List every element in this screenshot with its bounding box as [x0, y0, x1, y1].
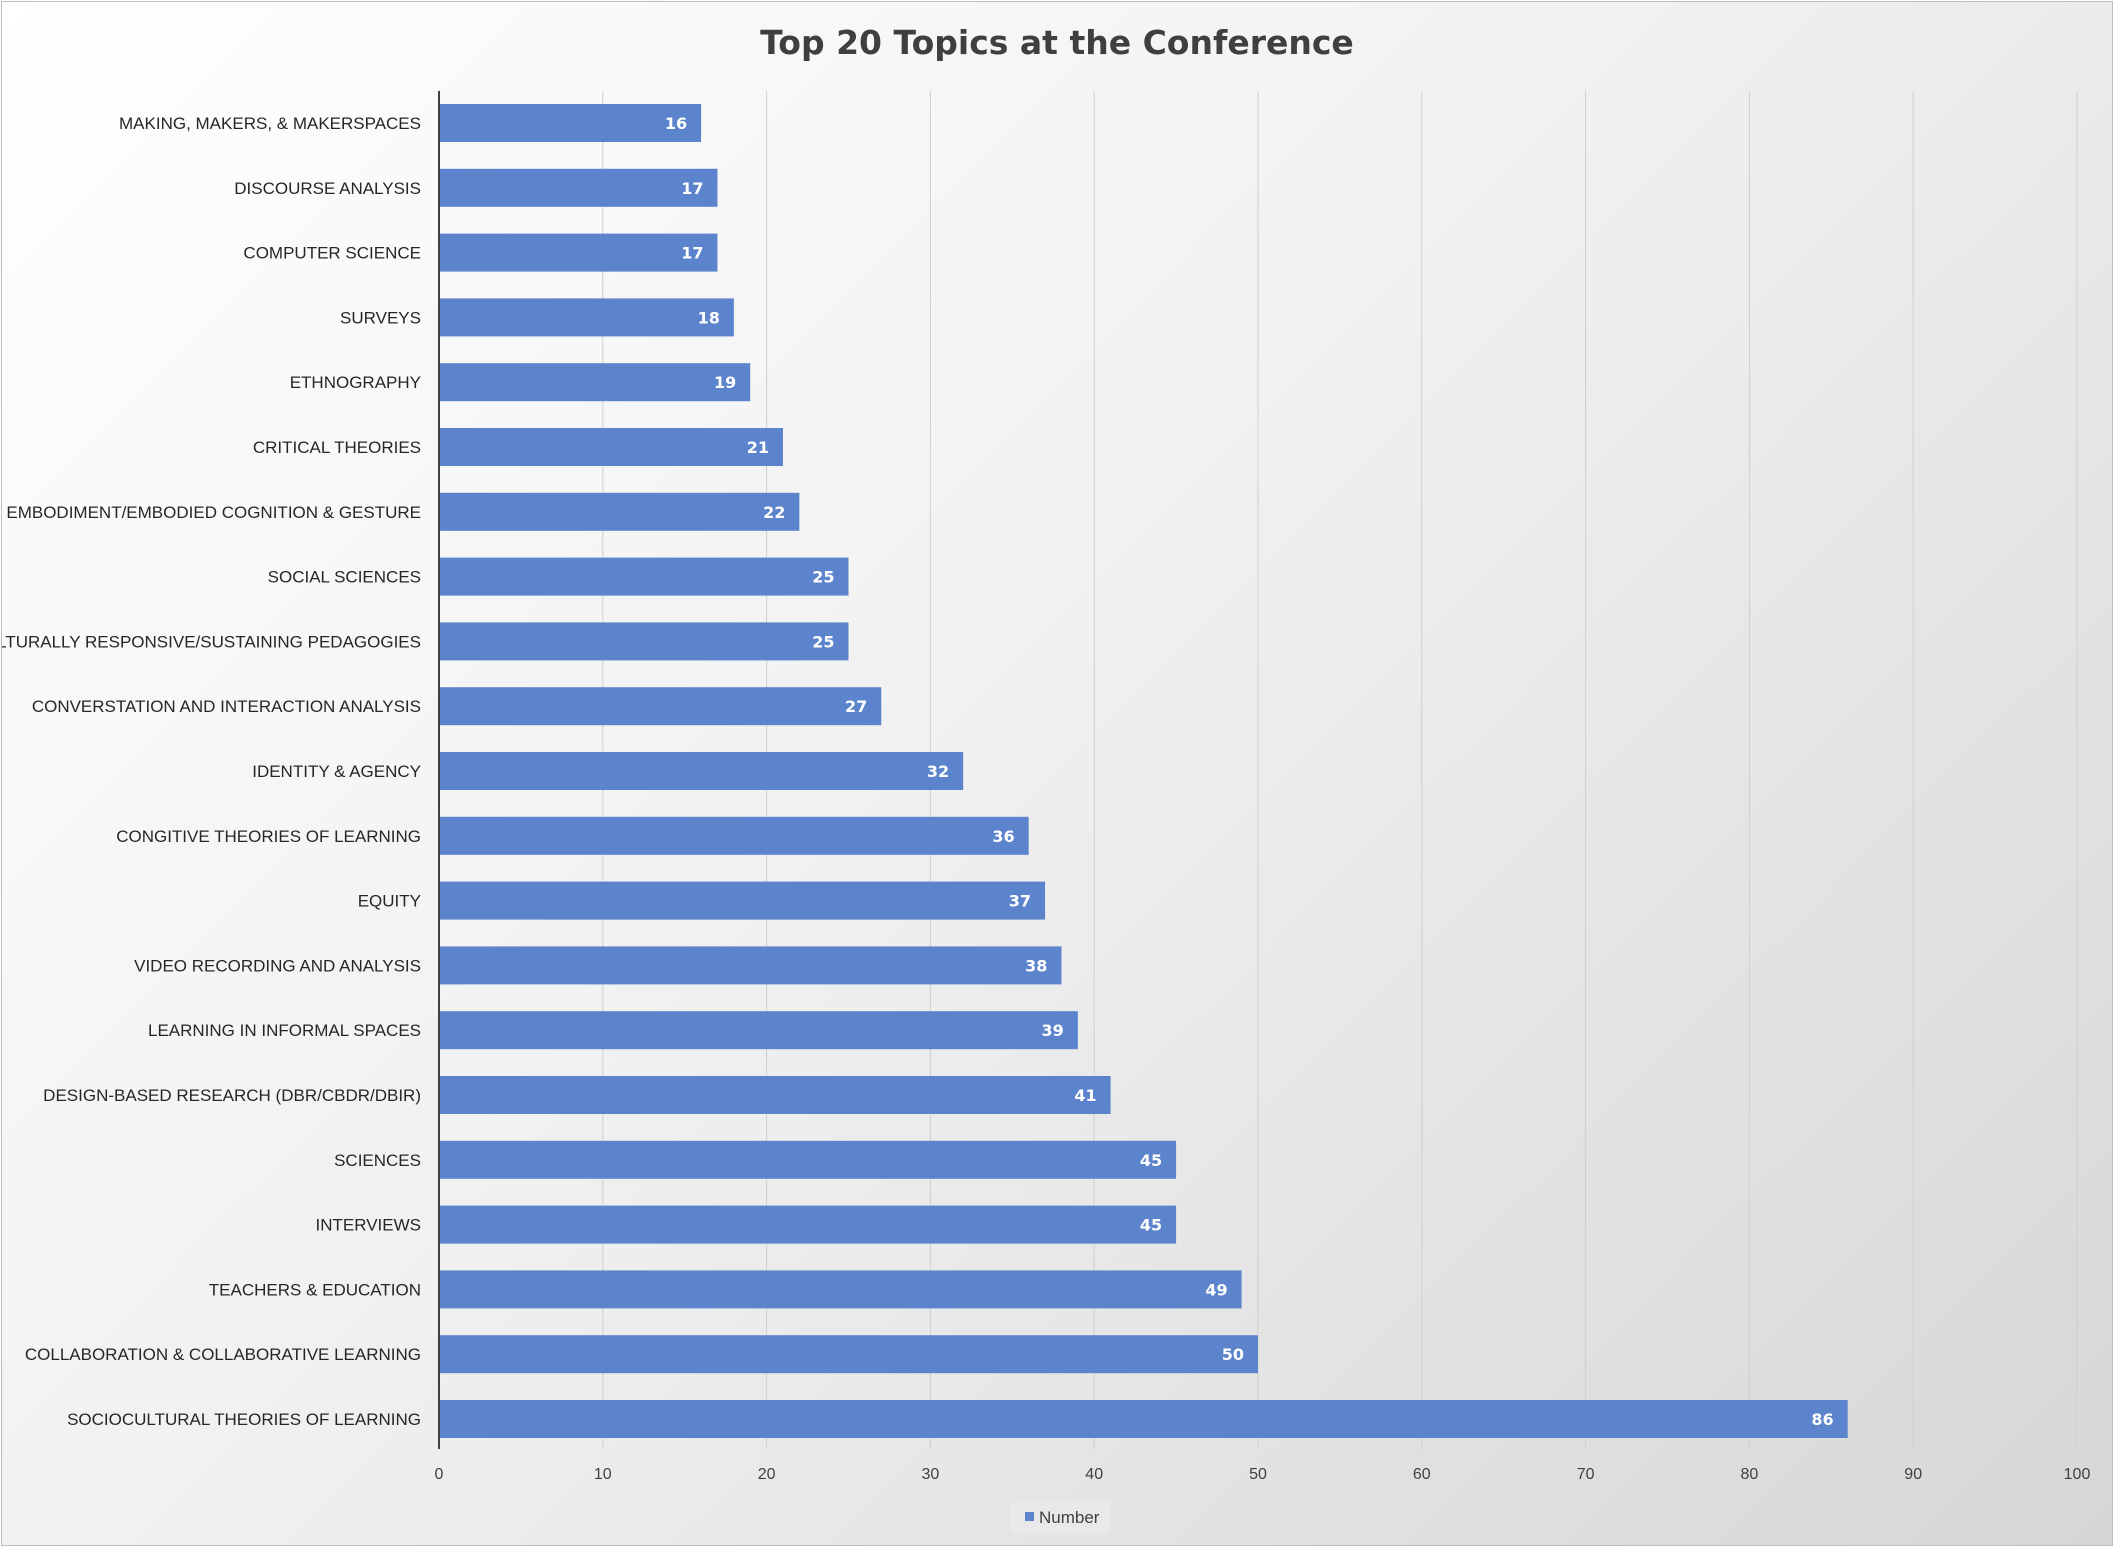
bar: [439, 1270, 1242, 1309]
data-label: 17: [681, 244, 703, 263]
category-label: CONVERSTATION AND INTERACTION ANALYSIS: [32, 697, 421, 716]
data-label: 38: [1025, 956, 1047, 975]
category-label: SOCIOCULTURAL THEORIES OF LEARNING: [67, 1410, 421, 1429]
bar: [439, 622, 849, 661]
bar: [439, 752, 964, 790]
data-label: 27: [845, 697, 867, 716]
tick-label: 90: [1904, 1466, 1922, 1483]
tick-label: 20: [758, 1466, 776, 1483]
data-label: 25: [812, 568, 834, 587]
bar: [439, 946, 1062, 985]
bar: [439, 363, 751, 402]
data-label: 19: [714, 373, 736, 392]
bar: [439, 557, 849, 596]
category-label: DISCOURSE ANALYSIS: [234, 179, 421, 198]
data-label: 18: [698, 308, 720, 327]
tick-label: 40: [1085, 1466, 1103, 1483]
category-label: COMPUTER SCIENCE: [243, 244, 421, 263]
tick-label: 10: [594, 1466, 612, 1483]
bar: [439, 233, 718, 272]
category-label: ETHNOGRAPHY: [290, 373, 421, 392]
chart-title: Top 20 Topics at the Conference: [760, 23, 1354, 62]
data-label: 49: [1205, 1280, 1227, 1299]
category-label: EQUITY: [358, 892, 421, 911]
bar: [439, 298, 734, 337]
category-label: CULTURALLY RESPONSIVE/SUSTAINING PEDAGOG…: [2, 632, 421, 651]
legend: Number: [1010, 1501, 1110, 1533]
data-label: 45: [1140, 1216, 1162, 1235]
tick-label: 50: [1249, 1466, 1267, 1483]
data-label: 36: [992, 827, 1014, 846]
data-label: 39: [1042, 1021, 1064, 1040]
gridlines: [602, 91, 2078, 1449]
data-label: 16: [665, 114, 687, 133]
data-label: 41: [1074, 1086, 1096, 1105]
category-label: SOCIAL SCIENCES: [268, 568, 421, 587]
bar: [439, 687, 882, 726]
bar: [439, 1140, 1177, 1179]
bar: [439, 1335, 1258, 1374]
category-label: COLLABORATION & COLLABORATIVE LEARNING: [25, 1345, 421, 1364]
legend-swatch: [1025, 1512, 1034, 1521]
category-label: TEACHERS & EDUCATION: [209, 1280, 421, 1299]
category-label: CRITICAL THEORIES: [253, 438, 421, 457]
bar: [439, 1011, 1078, 1050]
data-label: 86: [1811, 1410, 1833, 1429]
bars: 16 17 17 18 19 21 22 25 25 27 32 36 37 38 39 41 45 45 49 50…: [439, 104, 1848, 1438]
category-label: SCIENCES: [334, 1151, 421, 1170]
bar: [439, 816, 1029, 855]
category-label: CONGITIVE THEORIES OF LEARNING: [116, 827, 421, 846]
tick-label: 60: [1413, 1466, 1431, 1483]
bar: [439, 104, 702, 142]
data-label: 45: [1140, 1151, 1162, 1170]
bar: [439, 168, 718, 207]
bar: [439, 1400, 1848, 1438]
bar: [439, 1076, 1111, 1114]
data-label: 21: [747, 438, 769, 457]
category-label: MAKING, MAKERS, & MAKERSPACES: [119, 114, 421, 133]
tick-label: 0: [435, 1466, 444, 1483]
category-labels: MAKING, MAKERS, & MAKERSPACES DISCOURSE A…: [2, 114, 421, 1429]
category-label: DESIGN-BASED RESEARCH (DBR/CBDR/DBIR): [43, 1086, 421, 1105]
tick-label: 100: [2064, 1466, 2091, 1483]
category-label: IDENTITY & AGENCY: [252, 762, 421, 781]
bar: [439, 492, 800, 531]
tick-label: 70: [1577, 1466, 1595, 1483]
category-label: LEARNING IN INFORMAL SPACES: [148, 1021, 421, 1040]
value-axis-ticks: 0 10 20 30 40 50 60 70 80 90 100: [435, 1466, 2091, 1483]
bar: [439, 1205, 1177, 1244]
data-label: 17: [681, 179, 703, 198]
bar: [439, 881, 1046, 920]
bar: [439, 428, 783, 466]
category-label: EMBODIMENT/EMBODIED COGNITION & GESTURE: [6, 503, 421, 522]
category-label: INTERVIEWS: [316, 1216, 421, 1235]
category-label: VIDEO RECORDING AND ANALYSIS: [134, 956, 421, 975]
data-label: 22: [763, 503, 785, 522]
tick-label: 80: [1741, 1466, 1759, 1483]
data-label: 37: [1009, 892, 1031, 911]
category-label: SURVEYS: [340, 308, 421, 327]
legend-box: [1010, 1501, 1110, 1533]
data-label: 32: [927, 762, 949, 781]
data-label: 50: [1222, 1345, 1244, 1364]
legend-label: Number: [1039, 1508, 1100, 1527]
tick-label: 30: [922, 1466, 940, 1483]
data-label: 25: [812, 632, 834, 651]
